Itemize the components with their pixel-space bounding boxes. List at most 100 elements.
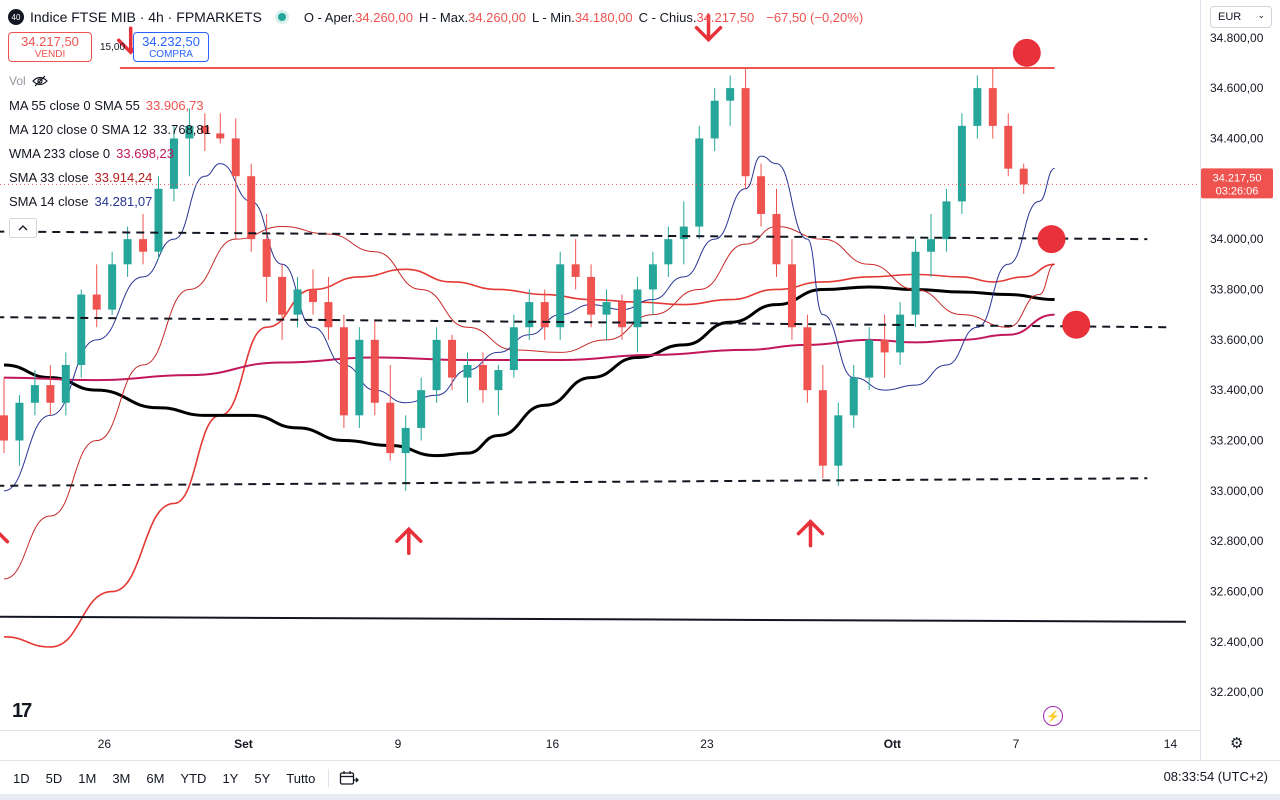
calendar-range-icon[interactable]: [339, 770, 360, 786]
indicator-value: 33.698,23: [116, 146, 174, 161]
arrow-up-icon: [796, 519, 825, 548]
candle-body: [509, 327, 518, 371]
sell-price: 34.217,50: [21, 33, 79, 49]
ohlc-value: 34.180,00: [574, 9, 633, 25]
ohlc-key: L - Min.: [531, 9, 575, 25]
ma-line: [3, 313, 1055, 382]
candle-body: [602, 302, 611, 315]
volume-label: Vol: [9, 74, 26, 88]
symbol-logo[interactable]: 40: [8, 9, 24, 25]
candle-body: [370, 339, 379, 403]
ma-line: [3, 155, 1055, 492]
chevron-down-icon: ⌄: [1257, 10, 1265, 20]
currency-selector[interactable]: EUR ⌄: [1210, 6, 1272, 28]
currency-label: EUR: [1218, 11, 1242, 23]
candle-body: [417, 390, 426, 428]
candle-body: [309, 289, 317, 303]
drawn-line: [0, 230, 1148, 241]
candle-body: [679, 226, 688, 240]
candle-body: [262, 239, 271, 277]
candle-body: [741, 88, 750, 177]
candle-body: [77, 294, 86, 365]
time-tick-label: 9: [395, 737, 402, 751]
indicator-row[interactable]: MA 55 close 0 SMA 55 33.906,73: [9, 98, 204, 113]
indicator-name: SMA 33 close: [9, 170, 89, 185]
time-tick-label: 7: [1013, 737, 1020, 751]
timeframe-button[interactable]: 5Y: [254, 770, 271, 786]
timeframe-button[interactable]: 6M: [146, 770, 165, 786]
price-tick-label: 34.000,00: [1210, 232, 1264, 246]
price-tick-label: 32.800,00: [1210, 534, 1264, 548]
buy-button[interactable]: 34.232,50 COMPRA: [133, 32, 210, 62]
candle-body: [401, 427, 410, 454]
price-tick-label: 32.400,00: [1210, 635, 1264, 649]
candle-body: [123, 239, 132, 265]
timeframe-button[interactable]: Tutto: [286, 770, 316, 786]
volume-legend[interactable]: Vol: [9, 74, 48, 88]
settings-gear-icon[interactable]: ⚙: [1230, 735, 1244, 752]
time-tick-label: Set: [234, 737, 253, 751]
indicator-row[interactable]: SMA 33 close 33.914,24: [9, 170, 152, 185]
ma-line: [3, 226, 1055, 580]
eye-hidden-icon[interactable]: [31, 75, 48, 87]
candle-body: [1004, 125, 1013, 169]
candle-body: [587, 276, 596, 315]
ma-line: [3, 285, 1055, 458]
indicator-value: 33.914,24: [94, 170, 153, 185]
timeframe-button[interactable]: YTD: [180, 770, 207, 786]
bottom-toolbar: 1D 5D 1M 3M 6M YTD 1Y 5Y Tutto 08:33:54 (UTC+2): [0, 760, 1280, 795]
tradingview-logo[interactable]: 17: [12, 700, 32, 722]
time-tick-label: 23: [700, 737, 714, 751]
candle-body: [339, 327, 348, 416]
clock[interactable]: 08:33:54 (UTC+2): [1163, 769, 1268, 784]
indicator-row[interactable]: WMA 233 close 0 33.698,23: [9, 146, 174, 161]
price-tick-label: 34.600,00: [1210, 81, 1264, 95]
candle-body: [849, 377, 858, 416]
candle-body: [540, 302, 549, 328]
arrow-down-icon: [694, 13, 723, 43]
chart-background: [0, 0, 1280, 760]
candle-body: [726, 88, 735, 101]
price-tick-label: 33.800,00: [1210, 282, 1264, 296]
price-tick-label: 32.600,00: [1210, 585, 1264, 599]
arrow-up-icon: [395, 526, 423, 555]
timeframe-button[interactable]: 5D: [45, 770, 63, 786]
candle-body: [803, 327, 812, 391]
symbol-title[interactable]: Indice FTSE MIB · 4h · FPMARKETS: [30, 9, 262, 25]
indicator-value: 33.906,73: [145, 98, 204, 113]
candle-body: [880, 339, 889, 353]
candle-body: [247, 176, 256, 240]
sell-button[interactable]: 34.217,50 VENDI: [8, 32, 92, 62]
candle-body: [648, 264, 657, 290]
indicator-value: 33.768,81: [153, 122, 211, 137]
candle-body: [231, 138, 240, 177]
candle-body: [200, 125, 209, 134]
timeframe-button[interactable]: 3M: [112, 770, 131, 786]
timeframe-button[interactable]: 1Y: [222, 770, 239, 786]
buy-label: COMPRA: [149, 48, 193, 60]
timeframe-button[interactable]: 1M: [78, 770, 97, 786]
candle-body: [710, 100, 719, 139]
toolbar-divider: [328, 769, 330, 787]
candle-body: [432, 339, 441, 391]
drawn-line: [0, 477, 1148, 487]
ohlc-key: C - Chius.: [638, 9, 697, 25]
time-tick-label: 16: [546, 737, 560, 751]
indicator-row[interactable]: MA 120 close 0 SMA 12 33.768,81: [9, 122, 211, 137]
price-tick-label: 33.000,00: [1210, 484, 1264, 498]
candle-body: [278, 276, 287, 315]
buy-price: 34.232,50: [142, 33, 200, 49]
drawn-line: [0, 615, 1186, 623]
timeframe-button[interactable]: 1D: [13, 770, 30, 786]
candle-body: [30, 385, 39, 403]
collapse-legend-button[interactable]: [9, 218, 37, 238]
indicator-row[interactable]: SMA 14 close 34.281,07: [9, 194, 152, 209]
timeframe-buttons: 1D 5D 1M 3M 6M YTD 1Y 5Y Tutto: [0, 769, 318, 788]
marker-dot: [1012, 38, 1041, 67]
candle-body: [448, 339, 457, 378]
candle-body: [324, 302, 333, 328]
candle-body: [618, 302, 626, 328]
lightning-icon[interactable]: ⚡: [1043, 706, 1063, 726]
candle-body: [15, 402, 24, 441]
